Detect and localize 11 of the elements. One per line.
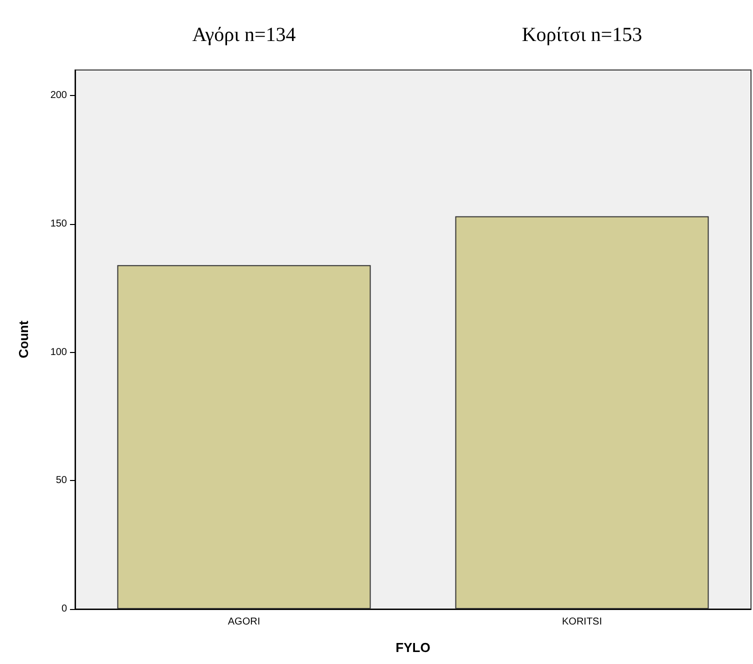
x-tick-label: AGORI — [228, 616, 260, 628]
y-tick-label: 50 — [56, 475, 68, 486]
y-tick-label: 0 — [61, 604, 68, 614]
y-axis-title: Count — [16, 320, 31, 358]
y-tick-label: 200 — [50, 90, 68, 102]
text: Κορίτσι n=153 — [522, 24, 642, 46]
y-tick-label: 150 — [50, 218, 68, 230]
text: Αγόρι n=134 — [192, 24, 296, 46]
y-tick-label: 100 — [50, 346, 68, 358]
x-tick-label: KORITSI — [562, 616, 602, 628]
x-axis-title: FYLO — [396, 640, 430, 655]
